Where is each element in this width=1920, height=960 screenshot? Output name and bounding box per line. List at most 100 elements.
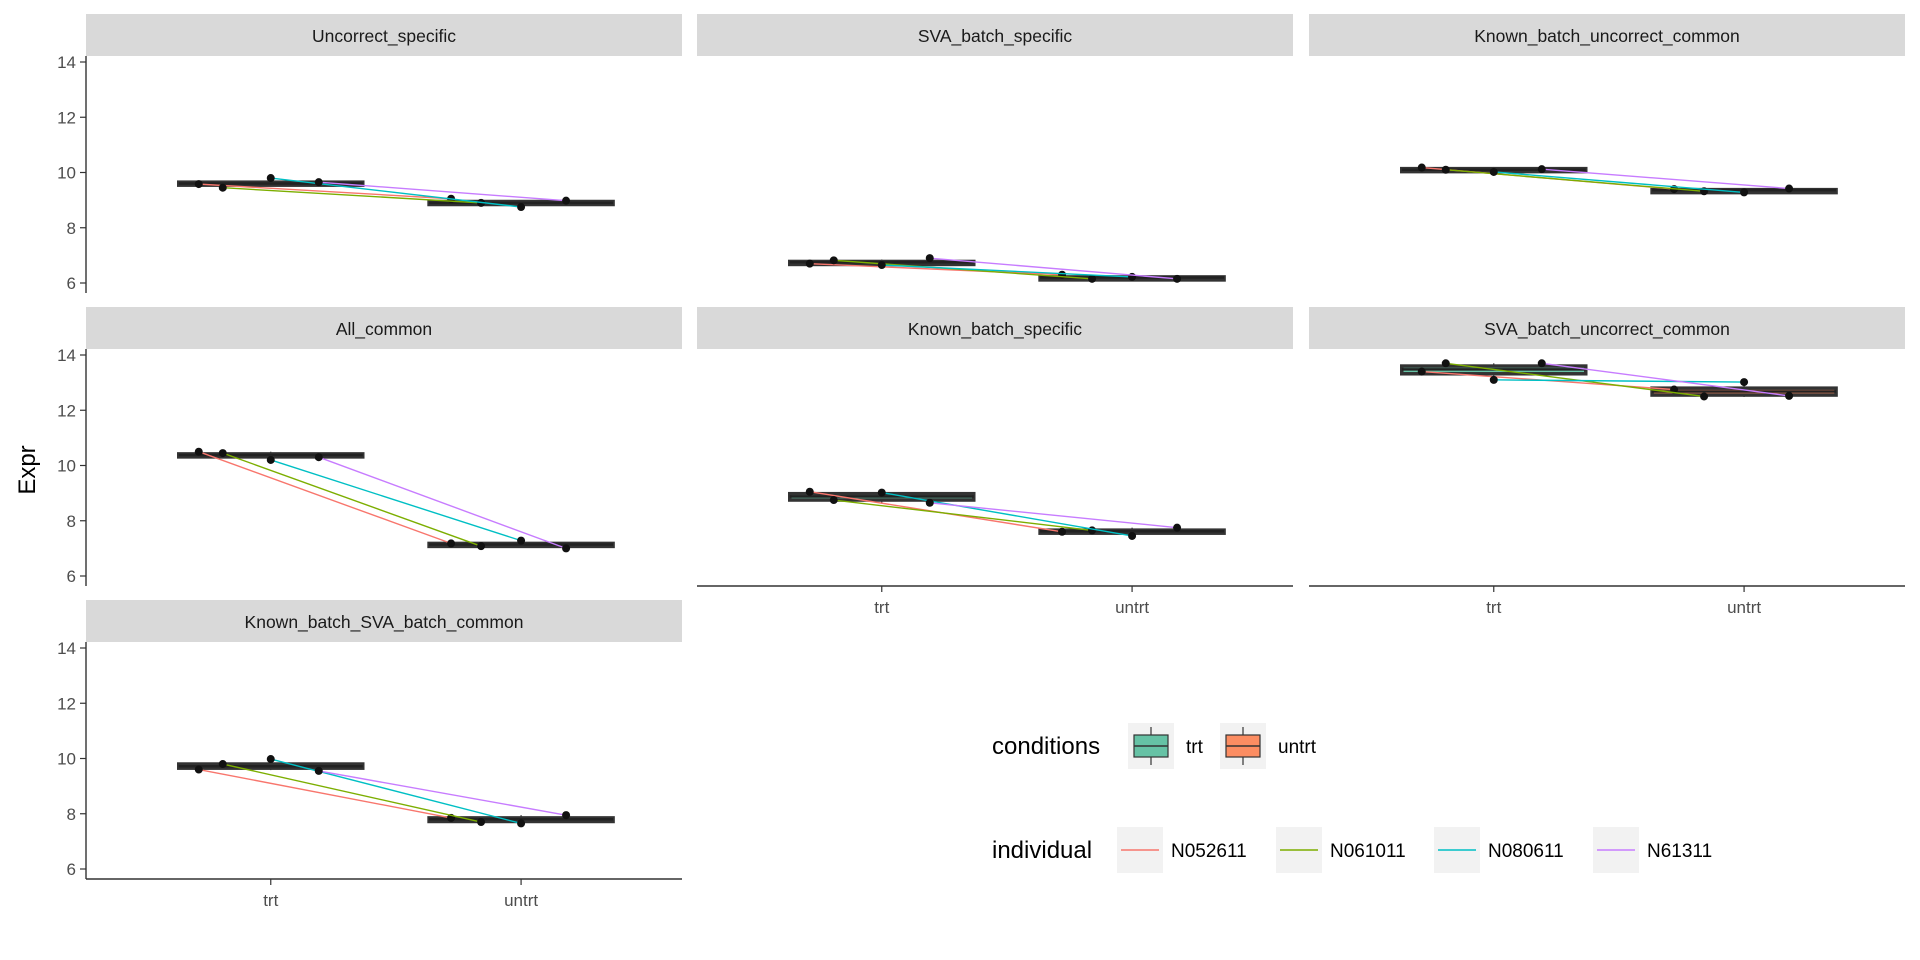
series-line-N061011 — [833, 259, 1093, 280]
x-tick-label: trt — [263, 891, 278, 910]
panel-2: SVA_batch_specific — [697, 14, 1293, 283]
legend-conditions-title: conditions — [992, 733, 1100, 760]
point-trt-N061011 — [829, 256, 838, 265]
series-line-N61311 — [1541, 168, 1790, 190]
point-trt-N080611 — [1489, 167, 1498, 176]
legend-individual-label-N052611: N052611 — [1171, 841, 1247, 862]
point-trt-N052611 — [194, 447, 203, 456]
point-untrt-N052611 — [1058, 527, 1067, 536]
point-untrt-N61311 — [1785, 184, 1794, 193]
series-line-N080611 — [270, 459, 522, 542]
point-trt-N61311 — [1537, 165, 1546, 174]
series-line-N61311 — [929, 502, 1178, 529]
point-untrt-N080611 — [517, 203, 526, 212]
point-trt-N052611 — [1417, 163, 1426, 172]
y-tick-label: 6 — [67, 274, 76, 293]
point-untrt-N052611 — [1670, 385, 1679, 394]
legend-conditions-key-untrt — [1220, 723, 1266, 769]
panel-strip — [1309, 307, 1905, 349]
point-untrt-N61311 — [1785, 391, 1794, 400]
x-tick-label: trt — [874, 598, 889, 617]
panel-title: SVA_batch_uncorrect_common — [1484, 319, 1730, 340]
point-trt-N080611 — [877, 261, 886, 270]
y-tick-label: 8 — [67, 805, 76, 824]
point-trt-N61311 — [314, 178, 323, 187]
series-line-N061011 — [222, 186, 482, 204]
point-trt-N061011 — [218, 760, 227, 769]
panel-title: Uncorrect_specific — [312, 26, 456, 47]
point-trt-N061011 — [829, 496, 838, 505]
series-line-N61311 — [318, 181, 567, 202]
panel-strip — [697, 14, 1293, 56]
panel-4: All_common 6 8 10 12 14 — [57, 307, 682, 586]
point-trt-N080611 — [1489, 375, 1498, 384]
panel-title: All_common — [336, 319, 432, 340]
panel-strip — [86, 14, 682, 56]
legend-individual-label-N080611: N080611 — [1488, 841, 1564, 862]
point-trt-N61311 — [925, 254, 934, 263]
point-trt-N61311 — [314, 453, 323, 462]
legend-individual-title: individual — [992, 837, 1092, 864]
legend-individual-label-N61311: N61311 — [1647, 841, 1712, 862]
panel-7: Known_batch_SVA_batch_common 6 8 10 12 14 trt u… — [57, 600, 682, 910]
point-untrt-N61311 — [562, 544, 571, 553]
point-trt-N61311 — [314, 766, 323, 775]
point-trt-N052611 — [805, 259, 814, 268]
panel-strip — [86, 307, 682, 349]
point-trt-N061011 — [218, 183, 227, 192]
point-trt-N61311 — [925, 498, 934, 507]
y-tick-label: 12 — [57, 108, 76, 127]
y-tick-label: 14 — [57, 53, 76, 72]
panel-title: Known_batch_specific — [908, 319, 1082, 340]
point-untrt-N061011 — [1088, 274, 1097, 283]
series-line-N061011 — [833, 499, 1093, 532]
series-line-N052611 — [809, 262, 1063, 276]
legend-conditions-label-untrt: untrt — [1278, 737, 1317, 758]
y-tick-label: 8 — [67, 512, 76, 531]
point-untrt-N052611 — [447, 539, 456, 548]
series-line-N052611 — [198, 451, 452, 545]
panel-title: Known_batch_uncorrect_common — [1474, 26, 1740, 47]
point-untrt-N080611 — [1740, 378, 1749, 387]
series-line-N61311 — [1541, 362, 1790, 397]
panels: Uncorrect_specific 6 8 10 12 14 SVA_batch_spec… — [57, 14, 1905, 910]
point-untrt-N061011 — [1700, 392, 1709, 401]
point-untrt-N061011 — [477, 542, 486, 551]
point-trt-N052611 — [805, 487, 814, 496]
point-untrt-N61311 — [1173, 523, 1182, 532]
y-tick-label: 10 — [57, 457, 76, 476]
series-line-N080611 — [270, 758, 522, 825]
point-untrt-N080611 — [1128, 272, 1137, 281]
point-untrt-N080611 — [517, 819, 526, 828]
x-tick-label: untrt — [1115, 598, 1149, 617]
y-tick-label: 12 — [57, 694, 76, 713]
series-line-N061011 — [1445, 362, 1705, 398]
point-trt-N080611 — [877, 488, 886, 497]
panel-title: SVA_batch_specific — [918, 26, 1073, 47]
point-trt-N080611 — [266, 755, 275, 764]
y-tick-label: 14 — [57, 639, 76, 658]
y-tick-label: 12 — [57, 401, 76, 420]
series-line-N080611 — [1493, 171, 1745, 194]
y-tick-label: 10 — [57, 750, 76, 769]
point-trt-N052611 — [194, 765, 203, 774]
legends: conditions trt untrt individual N052611 N0610… — [992, 723, 1712, 873]
x-tick-label: trt — [1486, 598, 1501, 617]
point-untrt-N080611 — [1740, 188, 1749, 197]
point-untrt-N61311 — [1173, 274, 1182, 283]
point-trt-N61311 — [1537, 359, 1546, 368]
series-line-N052611 — [198, 183, 452, 200]
point-untrt-N061011 — [477, 818, 486, 827]
point-untrt-N61311 — [562, 196, 571, 205]
panel-strip — [697, 307, 1293, 349]
y-tick-label: 8 — [67, 219, 76, 238]
panel-strip — [86, 600, 682, 642]
point-trt-N061011 — [218, 449, 227, 458]
series-line-N61311 — [318, 456, 567, 550]
panel-1: Uncorrect_specific 6 8 10 12 14 — [57, 14, 682, 293]
series-line-N61311 — [929, 257, 1178, 280]
point-trt-N061011 — [1441, 165, 1450, 174]
